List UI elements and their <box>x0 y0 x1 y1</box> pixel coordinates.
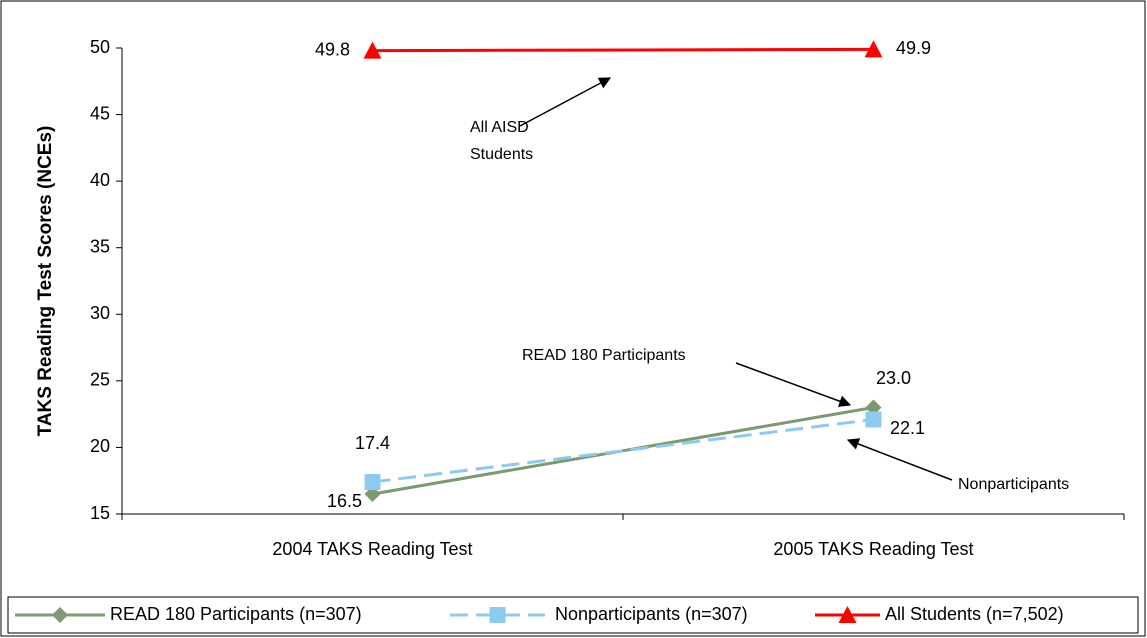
y-tick-label: 30 <box>90 303 110 323</box>
arrow <box>735 362 852 407</box>
y-tick-label: 45 <box>90 103 110 123</box>
legend-marker <box>489 607 506 623</box>
arrow <box>519 77 612 127</box>
legend-marker <box>838 606 857 623</box>
y-tick-label: 40 <box>90 170 110 190</box>
y-tick-label: 25 <box>90 370 110 390</box>
data-label: 16.5 <box>327 491 362 511</box>
annotation: All AISD <box>470 119 529 136</box>
data-label: 22.1 <box>890 418 925 438</box>
data-label: 17.4 <box>355 433 390 453</box>
y-tick-label: 35 <box>90 236 110 256</box>
series-line <box>372 47 874 53</box>
marker <box>865 411 882 428</box>
legend-label: READ 180 Participants (n=307) <box>110 604 362 624</box>
annotation: READ 180 Participants <box>522 347 686 364</box>
annotation: Nonparticipants <box>958 476 1069 493</box>
y-tick-label: 50 <box>90 37 110 57</box>
legend-box <box>7 596 1139 634</box>
y-tick-label: 20 <box>90 436 110 456</box>
marker <box>364 474 381 491</box>
arrow <box>846 438 953 481</box>
data-label: 49.9 <box>896 38 931 58</box>
legend-marker <box>52 607 68 623</box>
marker <box>864 40 883 58</box>
x-tick-label: 2005 TAKS Reading Test <box>773 539 973 559</box>
series-line <box>372 417 874 484</box>
data-label: 23.0 <box>876 368 911 388</box>
y-tick-label: 15 <box>90 503 110 523</box>
marker <box>363 41 382 59</box>
annotation: Students <box>470 146 533 163</box>
legend-label: Nonparticipants (n=307) <box>555 604 748 624</box>
legend-label: All Students (n=7,502) <box>885 604 1064 624</box>
series-line <box>372 406 874 496</box>
x-tick-label: 2004 TAKS Reading Test <box>272 539 472 559</box>
y-axis-label: TAKS Reading Test Scores (NCEs) <box>35 126 56 437</box>
data-label: 49.8 <box>315 39 350 59</box>
